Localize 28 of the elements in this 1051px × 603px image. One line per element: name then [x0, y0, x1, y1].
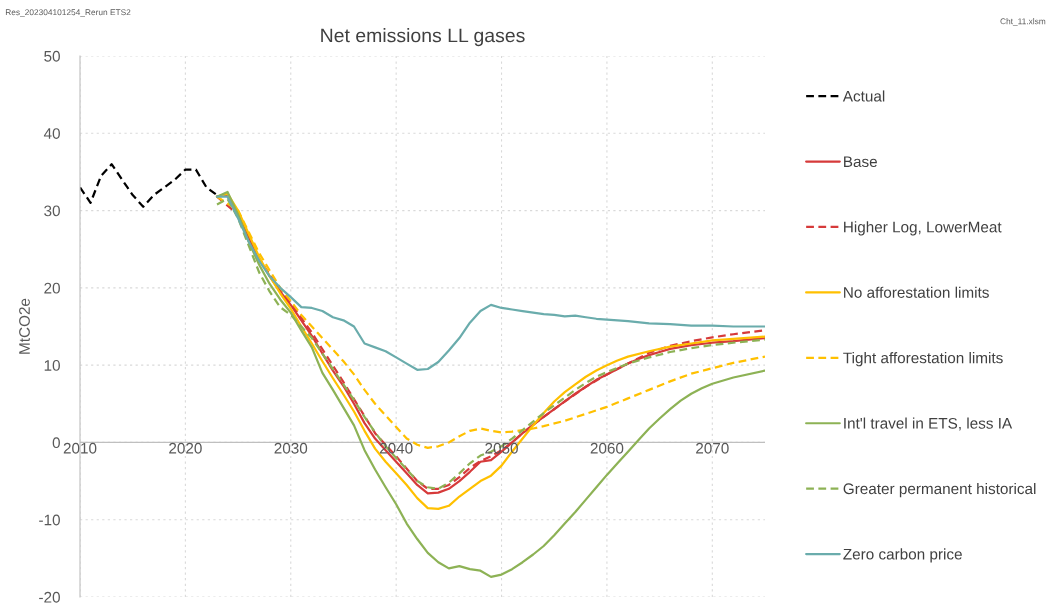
chart-title: Net emissions LL gases	[321, 28, 525, 47]
x-tick-label: 2060	[590, 442, 624, 454]
line-series	[215, 190, 765, 579]
y-tick-label: -10	[39, 514, 60, 526]
y-tick-label: 0	[52, 437, 60, 449]
x-tick-label: 2010	[63, 442, 97, 454]
y-tick-label: -20	[39, 591, 60, 603]
line-series	[80, 163, 219, 208]
legend-label: Base	[844, 156, 877, 168]
legend-label: No afforestation limits	[844, 286, 989, 298]
y-tick-label: 30	[44, 205, 60, 217]
text: Cht_11.xlsm	[1000, 18, 1046, 26]
legend-label: Tight afforestation limits	[843, 352, 1003, 367]
line-series	[215, 195, 765, 371]
legend-label: Int'l travel in ETS, less IA	[844, 417, 1013, 431]
y-tick-label: 50	[44, 50, 60, 62]
x-tick-label: 2020	[169, 442, 202, 454]
legend-label: Higher Log, LowerMeat	[844, 221, 1002, 236]
legend-label: Zero carbon price	[843, 548, 962, 563]
y-tick-label: 10	[44, 360, 60, 371]
x-tick-label: 2030	[274, 442, 308, 454]
legend-label: Actual	[842, 90, 885, 102]
y-tick-label: 40	[43, 128, 60, 139]
legend-label: Greater permanent historical	[843, 482, 1036, 498]
text: Res_202304101254_Rerun ETS2	[5, 9, 131, 17]
x-tick-label: 2070	[696, 442, 729, 454]
y-axis-title: MtCO2e	[19, 298, 30, 354]
y-tick-label: 20	[44, 282, 60, 294]
